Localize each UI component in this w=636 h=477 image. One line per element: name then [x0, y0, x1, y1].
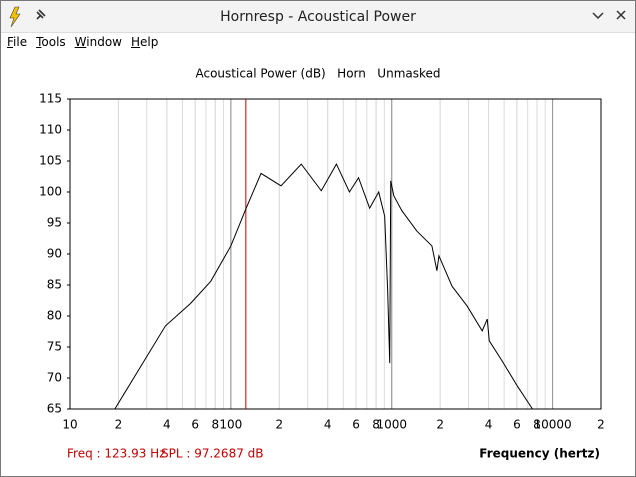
x-tick-label: 4 [485, 418, 493, 432]
x-tick-label: 4 [324, 418, 332, 432]
x-tick-label: 8 [372, 418, 380, 432]
x-tick-label: 2 [597, 418, 605, 432]
menu-item[interactable]: Tools [36, 35, 66, 49]
title-icons [9, 6, 626, 28]
y-tick-label: 80 [47, 309, 62, 323]
x-axis-label: Frequency (hertz) [479, 447, 600, 461]
y-tick-label: 65 [47, 402, 62, 416]
response-line [114, 163, 533, 410]
y-tick-label: 95 [47, 216, 62, 230]
chart: Acoustical Power (dB) Horn Unmasked Freq… [39, 67, 605, 461]
window-title: Hornresp - Acoustical Power [220, 9, 416, 25]
spl-readout: SPL : 97.2687 dB [161, 447, 264, 461]
close[interactable] [616, 10, 626, 20]
title-bar: Hornresp - Acoustical Power [1, 1, 635, 33]
x-tick-label: 2 [115, 418, 123, 432]
x-tick-label: 6 [352, 418, 360, 432]
y-tick-label: 75 [47, 340, 62, 354]
menu-item[interactable]: Window [74, 35, 122, 49]
menu-item[interactable]: Help [131, 35, 159, 49]
x-tick-label: 2 [436, 418, 444, 432]
y-tick-label: 85 [47, 278, 62, 292]
x-tick-label: 2 [275, 418, 283, 432]
y-tick-label: 70 [47, 371, 62, 385]
x-tick-label: 8 [211, 418, 219, 432]
minimize[interactable] [592, 12, 604, 20]
freq-readout: Freq : 123.93 Hz [67, 447, 166, 461]
y-tick-label: 105 [39, 154, 62, 168]
x-tick-label: 1000 [376, 418, 407, 432]
x-tick-label: 4 [163, 418, 171, 432]
menu-item[interactable]: File [7, 35, 28, 49]
y-tick-label: 90 [47, 247, 62, 261]
y-tick-label: 115 [39, 92, 62, 106]
x-tick-label: 6 [191, 418, 199, 432]
x-tick-label: 6 [513, 418, 521, 432]
x-tick-label: 100 [219, 418, 242, 432]
y-tick-label: 100 [39, 185, 62, 199]
chart-title: Acoustical Power (dB) Horn Unmasked [195, 67, 440, 81]
x-tick-label: 10 [62, 418, 77, 432]
menu-bar: File Tools Window Help [1, 33, 635, 51]
x-tick-label: 8 [533, 418, 541, 432]
x-tick-label: 10000 [533, 418, 571, 432]
plot-frame [69, 98, 602, 410]
y-tick-label: 110 [39, 123, 62, 137]
